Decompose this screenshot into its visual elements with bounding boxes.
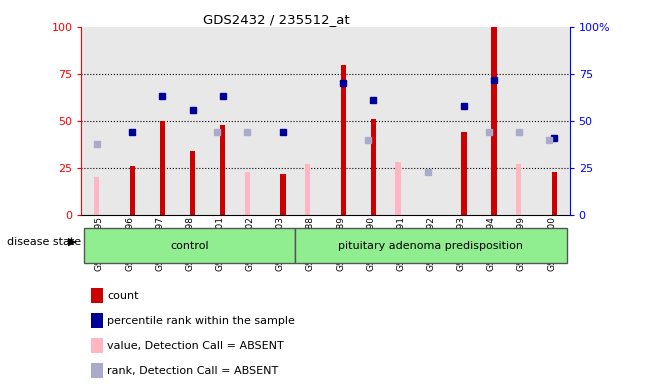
Bar — [281, 174, 286, 215]
Bar — [551, 172, 557, 215]
Bar — [220, 125, 225, 215]
Bar — [370, 119, 376, 215]
Text: value, Detection Call = ABSENT: value, Detection Call = ABSENT — [107, 341, 284, 351]
Bar — [461, 132, 467, 215]
Text: pituitary adenoma predisposition: pituitary adenoma predisposition — [339, 241, 523, 251]
Text: percentile rank within the sample: percentile rank within the sample — [107, 316, 296, 326]
Bar — [94, 177, 100, 215]
Text: rank, Detection Call = ABSENT: rank, Detection Call = ABSENT — [107, 366, 279, 376]
Bar — [85, 228, 295, 263]
Bar — [305, 164, 311, 215]
Bar — [190, 151, 195, 215]
Bar — [395, 162, 401, 215]
Bar — [130, 166, 135, 215]
Text: control: control — [171, 241, 209, 251]
Bar — [296, 228, 566, 263]
Text: disease state: disease state — [7, 237, 81, 247]
Text: count: count — [107, 291, 139, 301]
Bar — [516, 164, 521, 215]
Bar — [492, 27, 497, 215]
Bar — [340, 65, 346, 215]
Text: ▶: ▶ — [68, 237, 77, 247]
Title: GDS2432 / 235512_at: GDS2432 / 235512_at — [203, 13, 350, 26]
Bar — [245, 172, 250, 215]
Bar — [159, 121, 165, 215]
